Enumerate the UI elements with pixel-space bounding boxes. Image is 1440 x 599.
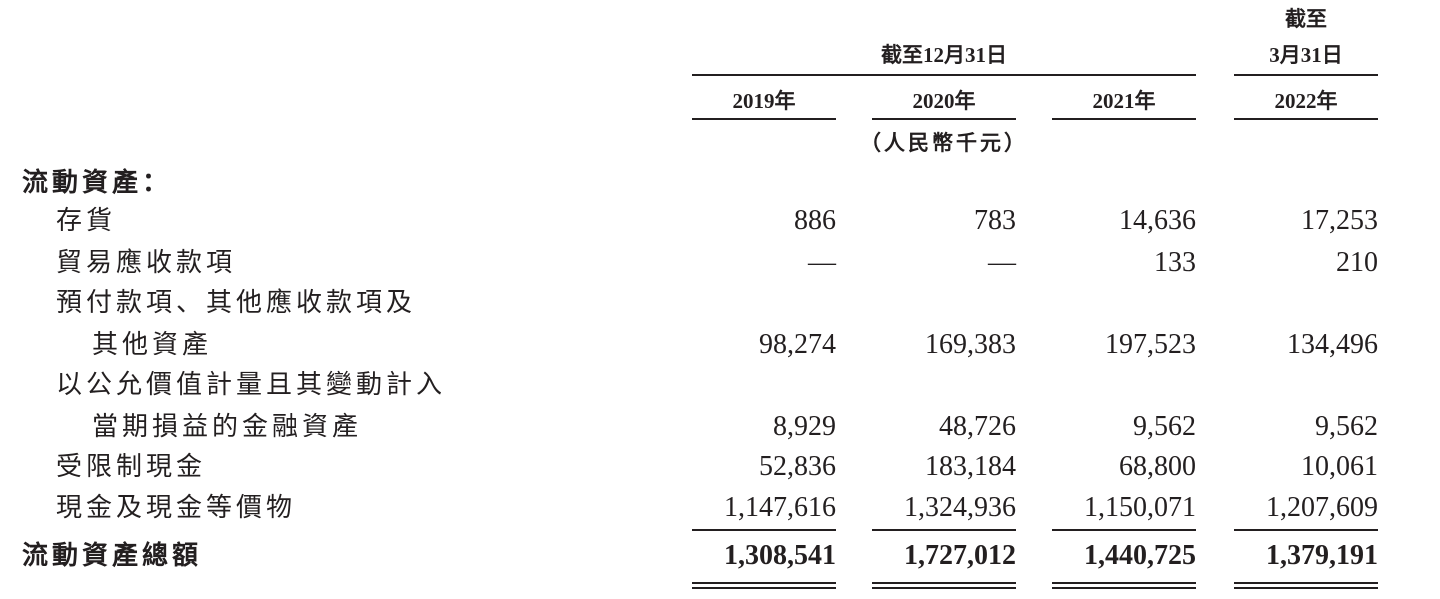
- header-march-label: 3月31日: [1269, 43, 1343, 67]
- value-cell: 1,147,616: [724, 492, 836, 523]
- total-value-cell: 1,727,012: [904, 540, 1016, 571]
- total-double-rule: [692, 582, 836, 584]
- value-cell: 10,061: [1301, 451, 1378, 482]
- row-label: 其他資產: [92, 330, 213, 359]
- subtotal-rule: [1234, 529, 1378, 531]
- value-cell: 169,383: [925, 329, 1016, 360]
- value-cell: 134,496: [1287, 329, 1378, 360]
- row-label-line1: 預付款項、其他應收款項及: [56, 288, 417, 317]
- total-double-rule: [872, 587, 1016, 589]
- header-group-label: 截至12月31日: [881, 43, 1007, 67]
- subtotal-rule: [872, 529, 1016, 531]
- value-cell: 98,274: [759, 329, 836, 360]
- value-cell: 14,636: [1119, 205, 1196, 236]
- value-cell: —: [988, 247, 1016, 278]
- year-2020: 2020年: [912, 89, 976, 113]
- total-value-cell: 1,440,725: [1084, 540, 1196, 571]
- total-double-rule: [1234, 587, 1378, 589]
- year-rule: [1052, 118, 1196, 120]
- subtotal-rule: [1052, 529, 1196, 531]
- total-value-cell: 1,308,541: [724, 540, 836, 571]
- value-cell: 783: [974, 205, 1016, 236]
- value-cell: 17,253: [1301, 205, 1378, 236]
- total-double-rule: [872, 582, 1016, 584]
- header-rule: [1234, 74, 1378, 76]
- row-label: 受限制現金: [56, 452, 207, 481]
- row-label: 貿易應收款項: [56, 248, 237, 277]
- value-cell: 9,562: [1133, 411, 1196, 442]
- header-as-at: 截至: [1285, 7, 1327, 31]
- value-cell: 210: [1336, 247, 1378, 278]
- value-cell: 197,523: [1105, 329, 1196, 360]
- total-double-rule: [1052, 587, 1196, 589]
- value-cell: 1,207,609: [1266, 492, 1378, 523]
- value-cell: —: [808, 247, 836, 278]
- section-title: 流動資產：: [22, 168, 173, 197]
- year-rule: [1234, 118, 1378, 120]
- row-label: 現金及現金等價物: [56, 493, 297, 522]
- value-cell: 1,324,936: [904, 492, 1016, 523]
- value-cell: 886: [794, 205, 836, 236]
- total-double-rule: [692, 587, 836, 589]
- value-cell: 8,929: [773, 411, 836, 442]
- unit-label: （人民幣千元）: [860, 131, 1028, 155]
- value-cell: 1,150,071: [1084, 492, 1196, 523]
- total-value-cell: 1,379,191: [1266, 540, 1378, 571]
- row-label: 存貨: [56, 206, 117, 235]
- year-rule: [692, 118, 836, 120]
- value-cell: 52,836: [759, 451, 836, 482]
- row-label-line1: 以公允價值計量且其變動計入: [56, 370, 447, 399]
- header-rule: [692, 74, 1196, 76]
- total-double-rule: [1234, 582, 1378, 584]
- row-label: 當期損益的金融資產: [92, 412, 363, 441]
- year-2019: 2019年: [732, 89, 796, 113]
- year-2022: 2022年: [1274, 89, 1338, 113]
- value-cell: 9,562: [1315, 411, 1378, 442]
- subtotal-rule: [692, 529, 836, 531]
- value-cell: 133: [1154, 247, 1196, 278]
- value-cell: 68,800: [1119, 451, 1196, 482]
- value-cell: 48,726: [939, 411, 1016, 442]
- year-rule: [872, 118, 1016, 120]
- value-cell: 183,184: [925, 451, 1016, 482]
- total-label: 流動資產總額: [22, 541, 203, 570]
- year-2021: 2021年: [1092, 89, 1156, 113]
- total-double-rule: [1052, 582, 1196, 584]
